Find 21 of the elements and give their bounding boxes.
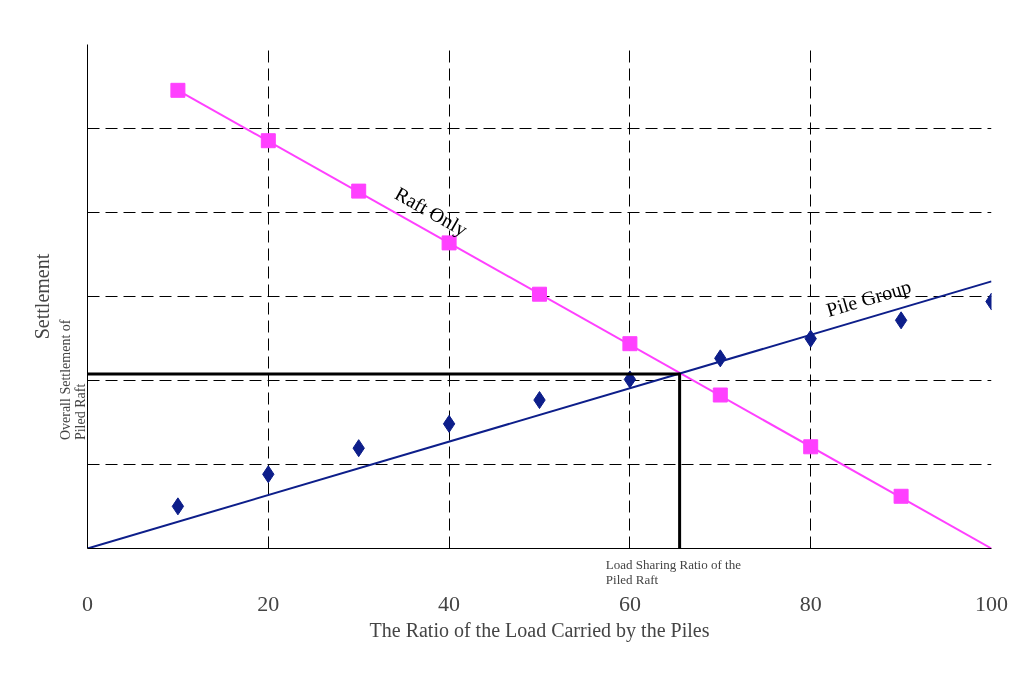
x-tick-label: 0 bbox=[82, 590, 93, 616]
point bbox=[171, 497, 185, 516]
text: Raft Only bbox=[390, 182, 472, 242]
y-axis-title: Settlement bbox=[30, 253, 53, 340]
point bbox=[894, 311, 908, 330]
x-tick-label: 20 bbox=[257, 590, 280, 616]
annotation: Overall Settlement of Piled Raft bbox=[57, 319, 88, 441]
point bbox=[893, 488, 909, 504]
x-tick-label: 60 bbox=[618, 590, 641, 616]
x-tick-label: 40 bbox=[438, 590, 461, 616]
x-tick-label: 80 bbox=[799, 590, 822, 616]
x-tick-label: 100 bbox=[975, 590, 1008, 616]
point bbox=[351, 183, 367, 199]
point bbox=[712, 387, 728, 403]
point bbox=[170, 82, 186, 98]
point bbox=[442, 414, 456, 433]
point bbox=[622, 336, 638, 352]
x-axis-title: The Ratio of the Load Carried by the Piles bbox=[369, 618, 710, 642]
annotation: Load Sharing Ratio of the Piled Raft bbox=[605, 556, 742, 587]
text: Pile Group bbox=[823, 274, 914, 322]
point bbox=[623, 370, 637, 389]
